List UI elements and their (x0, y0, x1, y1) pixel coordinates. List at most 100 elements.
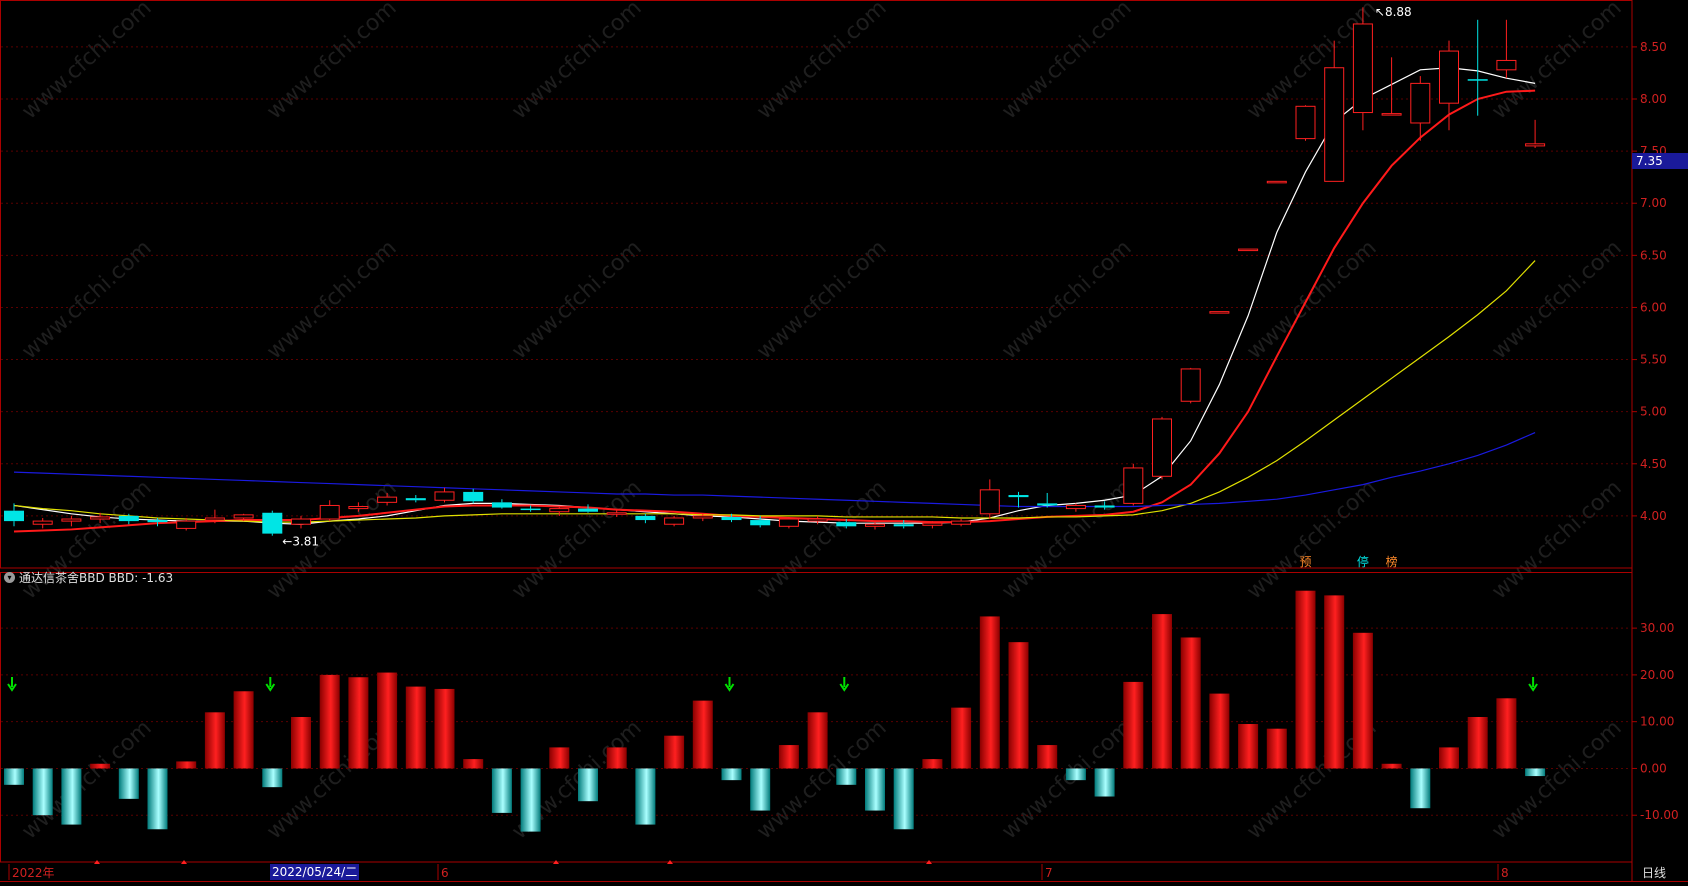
candlestick[interactable] (635, 513, 656, 524)
candle-body (32, 520, 53, 525)
candlestick[interactable] (692, 513, 713, 522)
indicator-bar (664, 735, 685, 769)
candlestick[interactable] (807, 515, 828, 525)
candlestick[interactable] (348, 502, 369, 512)
candlestick[interactable] (463, 488, 484, 504)
candle-body (1324, 67, 1345, 182)
candlestick[interactable] (1008, 491, 1029, 508)
indicator-bar (1209, 693, 1230, 769)
indicator-bar (865, 768, 885, 811)
candlestick[interactable] (1180, 367, 1201, 404)
candlestick[interactable] (865, 521, 885, 530)
candlestick[interactable] (1037, 492, 1058, 508)
indicator-bar (1381, 763, 1402, 769)
candlestick[interactable] (319, 500, 340, 522)
candlestick[interactable] (90, 512, 111, 524)
event-marker[interactable]: 榜 (1386, 554, 1398, 569)
candle-body (1381, 113, 1402, 116)
candlestick[interactable] (233, 513, 254, 522)
watermark-text: www.cfchi.com (752, 0, 891, 124)
price-axis-label: 8.50 (1640, 40, 1667, 54)
candle-body (4, 510, 24, 522)
time-axis-label: 6 (441, 866, 449, 880)
candlestick[interactable] (664, 515, 685, 527)
low-price-annotation: ←3.81 (282, 535, 319, 549)
candlestick[interactable] (1065, 503, 1086, 512)
indicator-title: 通达信茶舍BBD BBD: -1.63 (19, 571, 174, 585)
candlestick[interactable] (1209, 311, 1230, 314)
candlestick[interactable] (1152, 416, 1172, 480)
candlestick[interactable] (1295, 105, 1316, 141)
price-axis-label: 7.00 (1640, 196, 1667, 210)
candlestick[interactable] (578, 504, 598, 513)
candle-body (1065, 504, 1086, 510)
candle-body (549, 508, 570, 513)
indicator-bar (262, 768, 283, 788)
candlestick[interactable] (951, 519, 972, 527)
candlestick[interactable] (922, 521, 943, 529)
candlestick[interactable] (32, 517, 53, 529)
candlestick[interactable] (1467, 19, 1488, 116)
chevron-down-icon[interactable]: ▾ (4, 572, 15, 583)
candle-body (922, 522, 943, 526)
candlestick[interactable] (979, 479, 1000, 520)
candlestick[interactable] (491, 499, 512, 509)
candle-body (1152, 418, 1172, 477)
time-axis-marker (94, 860, 100, 864)
candle-body (491, 502, 512, 508)
candle-body (807, 518, 828, 522)
indicator-bar (1410, 768, 1431, 809)
candle-body (1439, 50, 1459, 104)
candlestick[interactable] (434, 487, 455, 503)
candlestick[interactable] (262, 510, 283, 536)
event-marker[interactable]: 预 (1300, 555, 1312, 569)
candle-body (836, 522, 857, 527)
candlestick[interactable] (291, 515, 311, 529)
candlestick[interactable] (147, 517, 168, 527)
indicator-bar (319, 674, 340, 769)
candlestick[interactable] (1410, 76, 1431, 141)
candlestick[interactable] (1439, 40, 1459, 131)
candlestick[interactable] (118, 513, 139, 525)
candlestick[interactable] (1525, 119, 1546, 148)
indicator-bar (1180, 637, 1201, 769)
candle-body (262, 512, 283, 534)
candlestick[interactable] (204, 509, 225, 524)
candlestick[interactable] (405, 495, 426, 503)
event-marker[interactable]: 停 (1357, 554, 1369, 569)
candlestick[interactable] (893, 520, 914, 529)
candlestick[interactable] (61, 515, 82, 527)
indicator-bar (377, 672, 398, 769)
candlestick[interactable] (836, 519, 857, 529)
candlestick[interactable] (1266, 180, 1287, 184)
candle-body (606, 512, 627, 515)
candlestick[interactable] (1381, 57, 1402, 116)
candlestick[interactable] (1123, 463, 1144, 506)
time-axis-label: 8 (1501, 866, 1509, 880)
indicator-bar (233, 691, 254, 769)
candlestick[interactable] (606, 509, 627, 517)
candlestick[interactable] (1324, 40, 1345, 182)
candle-body (750, 520, 771, 526)
indicator-bar (204, 712, 225, 769)
indicator-bar (778, 745, 799, 769)
candlestick[interactable] (721, 513, 742, 523)
candle-body (118, 515, 139, 522)
candlestick[interactable] (1352, 7, 1373, 131)
candlestick[interactable] (377, 492, 398, 506)
candlestick[interactable] (4, 503, 24, 527)
candlestick[interactable] (1238, 248, 1259, 252)
price-axis-label: 6.50 (1640, 248, 1667, 262)
candlestick[interactable] (1094, 501, 1115, 510)
candlestick[interactable] (1496, 19, 1517, 79)
candlestick[interactable] (778, 516, 799, 529)
candlestick[interactable] (750, 515, 771, 528)
period-label[interactable]: 日线 (1642, 866, 1667, 880)
candlestick[interactable] (520, 505, 541, 512)
candle-body (979, 489, 1000, 515)
candlestick[interactable] (176, 517, 197, 531)
candlestick[interactable] (549, 505, 570, 516)
price-panel-frame (0, 0, 1633, 569)
